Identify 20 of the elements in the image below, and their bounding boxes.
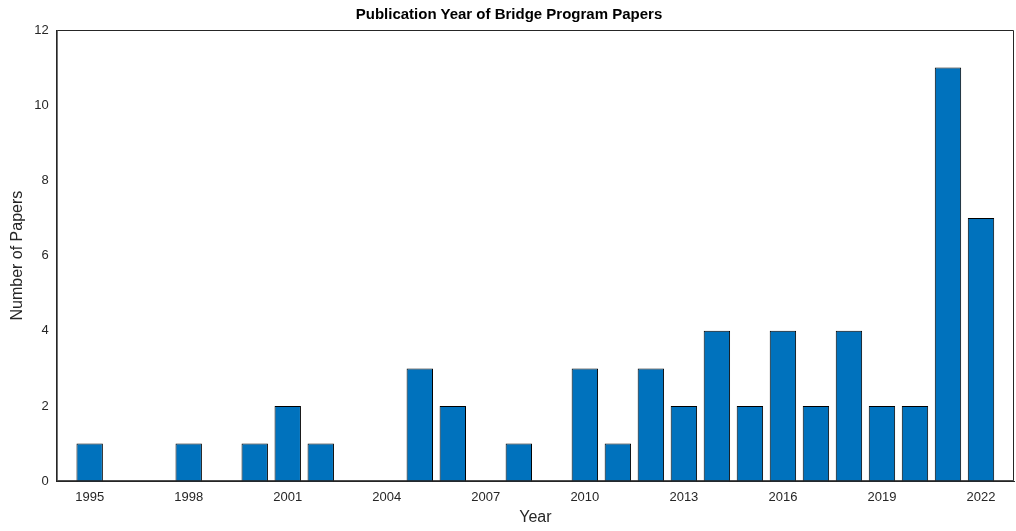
chart-title: Publication Year of Bridge Program Papers bbox=[355, 5, 663, 23]
x-tick-label: 2019 bbox=[867, 488, 897, 504]
x-tick-label: 2001 bbox=[273, 488, 303, 504]
x-tick-label: 1995 bbox=[75, 488, 105, 504]
y-tick-label: 4 bbox=[41, 322, 49, 338]
y-tick-label: 2 bbox=[41, 397, 49, 413]
y-tick-label: 10 bbox=[34, 96, 49, 112]
y-axis-title: Number of Papers bbox=[8, 190, 26, 321]
x-tick-label: 2013 bbox=[669, 488, 699, 504]
y-tick-label: 6 bbox=[41, 247, 49, 263]
x-axis-title: Year bbox=[519, 507, 553, 525]
x-tick-label: 2016 bbox=[768, 488, 798, 504]
x-tick-label: 1998 bbox=[174, 488, 204, 504]
x-tick-label: 2010 bbox=[570, 488, 600, 504]
y-tick-label: 12 bbox=[34, 21, 49, 37]
y-tick-label: 0 bbox=[41, 472, 49, 488]
y-tick-label: 8 bbox=[41, 171, 49, 187]
x-tick-label: 2004 bbox=[372, 488, 402, 504]
x-tick-label: 2007 bbox=[471, 488, 501, 504]
x-tick-label: 2022 bbox=[966, 488, 996, 504]
